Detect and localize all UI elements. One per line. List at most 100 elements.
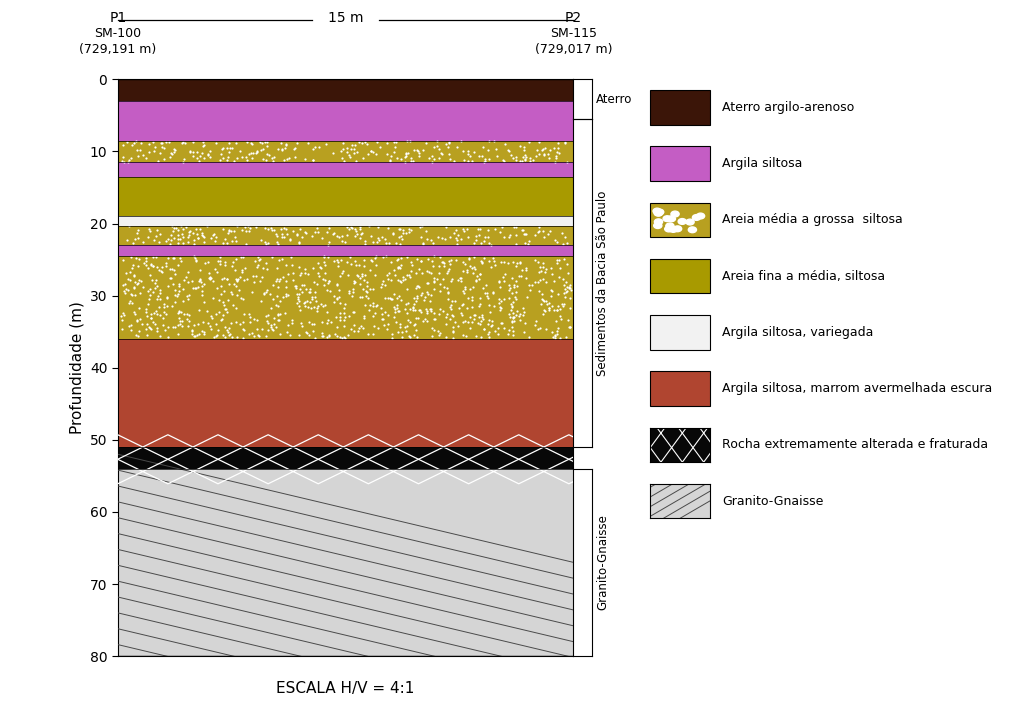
Point bbox=[409, 145, 425, 156]
Point bbox=[123, 152, 139, 164]
Point bbox=[493, 295, 509, 306]
Point bbox=[125, 260, 141, 271]
Point bbox=[392, 275, 409, 286]
Point bbox=[484, 252, 501, 263]
Point bbox=[139, 231, 156, 242]
Point bbox=[362, 254, 379, 265]
Point bbox=[507, 291, 523, 303]
Point bbox=[203, 233, 219, 244]
Point bbox=[203, 323, 219, 335]
Point bbox=[344, 291, 360, 302]
Point bbox=[126, 306, 142, 317]
Point bbox=[360, 221, 377, 232]
Point bbox=[337, 236, 353, 248]
Point bbox=[369, 148, 385, 159]
Point bbox=[201, 273, 217, 284]
Point bbox=[351, 322, 368, 333]
Point bbox=[506, 280, 522, 291]
Point bbox=[230, 285, 247, 296]
Point bbox=[187, 255, 204, 266]
Point bbox=[419, 315, 435, 327]
Point bbox=[426, 276, 442, 288]
Point bbox=[188, 153, 205, 164]
Point bbox=[313, 298, 330, 310]
Point bbox=[246, 277, 262, 288]
Point bbox=[127, 309, 143, 320]
Point bbox=[339, 146, 355, 158]
Point bbox=[294, 231, 310, 242]
Point bbox=[390, 291, 407, 302]
Point bbox=[547, 156, 563, 167]
Point bbox=[343, 143, 359, 154]
Point bbox=[474, 311, 490, 322]
Point bbox=[365, 297, 381, 309]
Point bbox=[332, 311, 348, 323]
Point bbox=[139, 329, 156, 340]
Point bbox=[184, 150, 201, 162]
Point bbox=[418, 225, 434, 236]
Point bbox=[433, 232, 450, 244]
Point bbox=[348, 225, 365, 236]
Point bbox=[431, 143, 447, 155]
Point bbox=[329, 255, 345, 266]
Point bbox=[409, 267, 425, 278]
Point bbox=[531, 221, 548, 233]
Point bbox=[420, 288, 436, 300]
Point bbox=[505, 256, 521, 267]
Point bbox=[466, 252, 482, 263]
Point bbox=[507, 238, 523, 249]
Point bbox=[401, 224, 418, 235]
Point bbox=[535, 294, 551, 306]
Point bbox=[294, 279, 310, 291]
Point bbox=[526, 276, 543, 288]
Point bbox=[139, 310, 156, 322]
Point bbox=[222, 143, 239, 154]
Point bbox=[252, 275, 268, 286]
Point bbox=[164, 252, 180, 263]
Point bbox=[424, 322, 440, 334]
Point bbox=[335, 265, 351, 276]
Point bbox=[278, 291, 294, 302]
Point bbox=[191, 223, 208, 234]
Point bbox=[153, 137, 169, 149]
Point bbox=[486, 224, 503, 235]
Point bbox=[144, 252, 161, 263]
Point bbox=[444, 326, 461, 337]
Point bbox=[358, 138, 375, 150]
Point bbox=[280, 290, 296, 301]
Point bbox=[452, 272, 468, 283]
Point bbox=[242, 316, 258, 327]
Point bbox=[484, 315, 501, 327]
Point bbox=[148, 322, 165, 334]
Point bbox=[409, 331, 425, 342]
Point bbox=[465, 282, 481, 293]
Point bbox=[552, 304, 568, 315]
Point bbox=[345, 286, 361, 298]
Point bbox=[493, 303, 509, 314]
Point bbox=[387, 317, 403, 328]
Point bbox=[213, 149, 229, 160]
Point bbox=[386, 264, 402, 275]
Point bbox=[184, 136, 201, 148]
Point bbox=[206, 331, 222, 342]
Point bbox=[401, 269, 418, 280]
Point bbox=[411, 150, 427, 162]
Point bbox=[297, 301, 313, 312]
Point bbox=[352, 292, 369, 304]
Point bbox=[543, 262, 559, 274]
Point bbox=[556, 279, 572, 291]
Point bbox=[164, 263, 180, 275]
Point bbox=[258, 310, 274, 322]
Point bbox=[160, 322, 176, 333]
Point bbox=[300, 301, 316, 313]
Point bbox=[249, 324, 265, 335]
Point bbox=[362, 145, 379, 156]
Point bbox=[530, 266, 547, 278]
Point bbox=[407, 304, 423, 315]
Point bbox=[393, 234, 410, 245]
Point bbox=[469, 270, 485, 282]
Point bbox=[329, 293, 345, 305]
Point bbox=[223, 286, 240, 298]
Point bbox=[561, 279, 578, 291]
Point bbox=[416, 316, 432, 327]
